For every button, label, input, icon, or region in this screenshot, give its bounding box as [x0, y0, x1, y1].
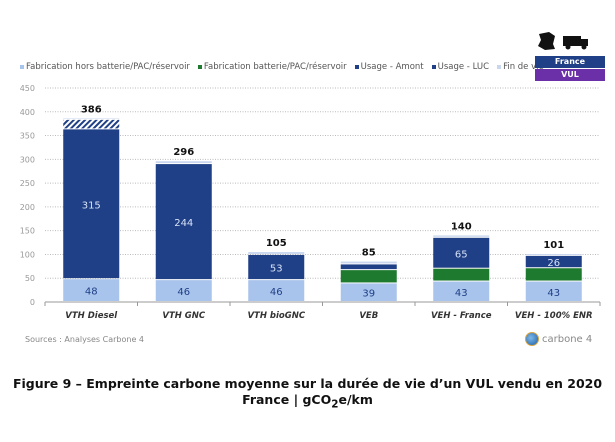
category-label: VTH GNC	[162, 311, 206, 321]
legend-item: Fabrication hors batterie/PAC/réservoir	[20, 62, 190, 72]
total-label: 105	[266, 238, 287, 249]
y-tick-label: 0	[30, 298, 35, 307]
bar-segment	[63, 279, 120, 301]
country-badge: France	[535, 56, 605, 68]
bar-segment	[525, 268, 582, 281]
segment-label: 46	[270, 287, 283, 298]
bar-segment	[525, 253, 582, 255]
segment-label: 48	[85, 287, 98, 298]
segment-label: 315	[82, 200, 101, 211]
bar-segment	[248, 252, 305, 254]
legend-item: Fin de vie	[497, 62, 544, 72]
bar-segment	[248, 254, 305, 280]
total-label: 296	[173, 147, 194, 158]
segment-label: 26	[547, 258, 560, 269]
legend-label: Fabrication hors batterie/PAC/réservoir	[26, 62, 190, 72]
bar-segment	[155, 164, 212, 280]
figure-caption: Figure 9 – Empreinte carbone moyenne sur…	[12, 376, 603, 391]
bar-segment	[340, 283, 397, 301]
legend-swatch	[431, 64, 436, 69]
y-tick-label: 150	[20, 227, 35, 236]
legend-item: Usage - Amont	[354, 62, 424, 72]
category-label: VEH - 100% ENR	[515, 311, 593, 321]
bar-segment	[433, 235, 490, 237]
logo-text: carbone 4	[542, 333, 593, 345]
bar-segment	[340, 261, 397, 264]
y-tick-label: 400	[20, 108, 35, 117]
bar-segment	[525, 281, 582, 301]
total-label: 386	[81, 104, 102, 115]
bar-segment	[63, 119, 120, 129]
legend-label: Fabrication batterie/PAC/réservoir	[203, 62, 347, 72]
total-label: 140	[451, 221, 472, 232]
y-tick-label: 50	[25, 274, 35, 283]
legend-label: Usage - Amont	[360, 62, 424, 72]
bar-segment	[525, 255, 582, 268]
caption-unit-sub: 2	[331, 398, 339, 411]
category-label: VEH - France	[431, 311, 492, 321]
figure-caption-units: France | gCO2e/km	[0, 392, 615, 411]
segment-label: 65	[455, 249, 468, 260]
segment-label: 244	[174, 218, 193, 229]
segment-label: 43	[547, 288, 560, 299]
total-label: 101	[543, 240, 564, 251]
bar-segment	[340, 270, 397, 283]
total-label: 85	[362, 248, 376, 259]
legend-swatch	[197, 64, 202, 69]
category-label: VTH Diesel	[65, 311, 118, 321]
legend-item: Usage - LUC	[431, 62, 490, 72]
y-tick-label: 450	[20, 84, 35, 93]
bar-segment	[433, 268, 490, 281]
y-tick-label: 300	[20, 155, 35, 164]
bar-segment	[63, 129, 120, 279]
france-van-icon	[538, 32, 588, 50]
vehicle-badge: VUL	[535, 69, 605, 81]
globe-icon	[525, 332, 539, 346]
carbone4-logo: carbone 4	[525, 332, 592, 346]
legend-swatch	[497, 64, 502, 69]
bar-segment	[248, 280, 305, 301]
chart-legend: Fabrication hors batterie/PAC/réservoir F…	[20, 62, 544, 72]
bar-segment	[155, 161, 212, 164]
y-tick-label: 200	[20, 203, 35, 212]
legend-label: Fin de vie	[503, 62, 544, 72]
legend-swatch	[354, 64, 359, 69]
y-tick-label: 100	[20, 250, 35, 259]
bar-segment	[433, 237, 490, 268]
bar-segment	[433, 281, 490, 301]
category-label: VTH bioGNC	[247, 311, 305, 321]
segment-label: 53	[270, 264, 283, 275]
y-tick-label: 250	[20, 179, 35, 188]
legend-swatch	[20, 64, 24, 69]
bar-segment	[340, 264, 397, 270]
legend-label: Usage - LUC	[437, 62, 490, 72]
bar-segment	[63, 118, 120, 119]
y-tick-label: 350	[20, 132, 35, 141]
category-label: VEB	[359, 311, 378, 321]
caption-unit-suffix: e/km	[338, 392, 373, 407]
segment-label: 46	[177, 287, 190, 298]
segment-label: 43	[455, 288, 468, 299]
segment-label: 39	[362, 289, 375, 300]
bar-segment	[155, 280, 212, 301]
source-note: Sources : Analyses Carbone 4	[25, 335, 145, 344]
legend-item: Fabrication batterie/PAC/réservoir	[197, 62, 347, 72]
caption-unit-prefix: France | gCO	[242, 392, 332, 407]
